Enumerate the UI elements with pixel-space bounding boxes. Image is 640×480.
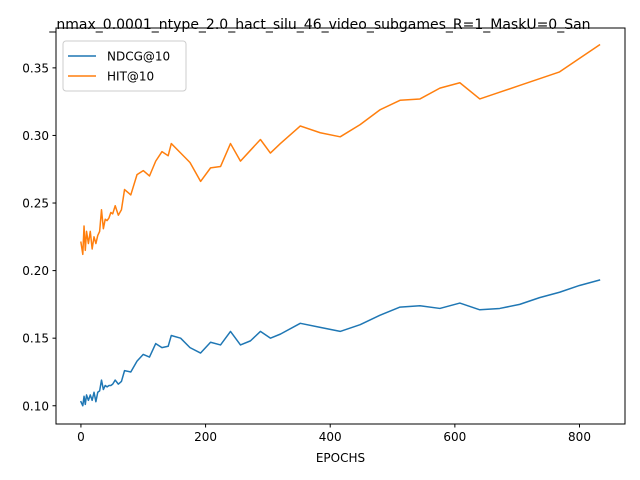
y-tick-label: 0.30 (22, 129, 49, 143)
axes-layer: 0 200 400 600 800 0.10 0.15 0.20 0.25 0.30 0.35 EPO… (22, 27, 626, 465)
x-tick-label: 600 (443, 430, 466, 444)
y-tick-label: 0.25 (22, 197, 49, 211)
x-tick-label: 0 (77, 430, 85, 444)
series-line-ndcg-10 (79, 279, 601, 407)
legend-box (62, 40, 187, 92)
series-layer (79, 43, 601, 407)
y-tick-label: 0.15 (22, 332, 49, 346)
legend-label: NDCG@10 (107, 50, 170, 64)
legend-label: HIT@10 (107, 70, 154, 84)
y-tick-label: 0.10 (22, 399, 49, 413)
chart-title: _nmax_0.0001_ntype_2.0_hact_silu_46_vide… (48, 17, 590, 33)
x-axis-title: EPOCHS (316, 451, 365, 465)
x-tick-label: 200 (194, 430, 217, 444)
plot-frame (55, 27, 626, 425)
series-line-hit-10 (80, 43, 601, 256)
x-tick-label: 800 (568, 430, 591, 444)
x-tick-label: 400 (319, 430, 342, 444)
y-tick-label: 0.20 (22, 264, 49, 278)
legend: NDCG@10 HIT@10 (62, 40, 187, 92)
y-tick-label: 0.35 (22, 61, 49, 75)
